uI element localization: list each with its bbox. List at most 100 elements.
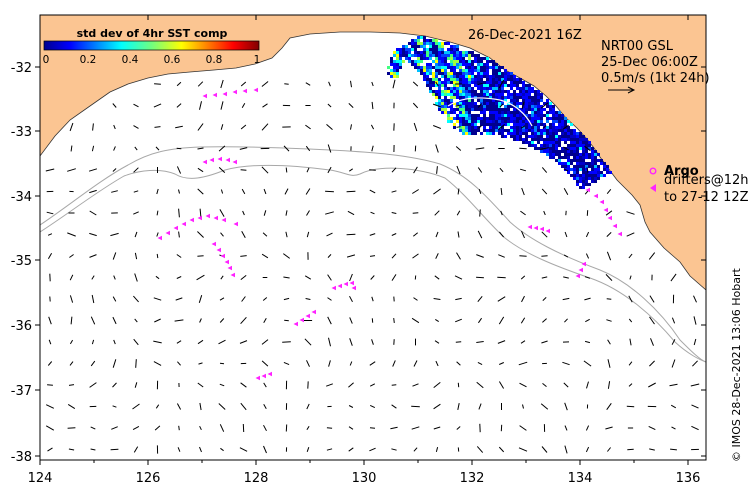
colorbar-title: std dev of 4hr SST comp <box>77 27 228 40</box>
sst-pixel <box>567 156 570 159</box>
current-vector <box>136 359 137 368</box>
current-vector <box>370 428 375 429</box>
sst-pixel <box>531 105 534 108</box>
sst-pixel <box>465 75 468 78</box>
sst-pixel <box>483 102 486 105</box>
sst-pixel <box>444 60 447 63</box>
sst-pixel <box>393 51 396 54</box>
sst-pixel <box>465 84 468 87</box>
sst-pixel <box>576 147 579 150</box>
sst-pixel <box>540 120 543 123</box>
sst-pixel <box>459 96 462 99</box>
sst-pixel <box>453 78 456 81</box>
sst-pixel <box>585 150 588 153</box>
sst-pixel <box>444 90 447 93</box>
product-label: NRT00 GSL <box>601 39 674 54</box>
current-vector <box>154 84 161 85</box>
sst-pixel <box>570 162 573 165</box>
sst-pixel <box>456 72 459 75</box>
sst-pixel <box>513 108 516 111</box>
sst-pixel <box>528 105 531 108</box>
sst-pixel <box>444 108 447 111</box>
sst-pixel <box>423 48 426 51</box>
sst-pixel <box>456 114 459 117</box>
sst-pixel <box>417 60 420 63</box>
sst-pixel <box>579 138 582 141</box>
sst-pixel <box>480 108 483 111</box>
sst-pixel <box>573 132 576 135</box>
sst-pixel <box>513 114 516 117</box>
sst-pixel <box>468 114 471 117</box>
sst-pixel <box>462 87 465 90</box>
sst-pixel <box>396 54 399 57</box>
sst-pixel <box>411 54 414 57</box>
sst-pixel <box>453 90 456 93</box>
sst-pixel <box>570 138 573 141</box>
current-vector <box>413 213 419 214</box>
sst-pixel <box>522 117 525 120</box>
sst-pixel <box>462 102 465 105</box>
sst-pixel <box>489 78 492 81</box>
sst-pixel <box>528 90 531 93</box>
sst-pixel <box>510 72 513 75</box>
sst-pixel <box>486 81 489 84</box>
sst-pixel <box>423 36 426 39</box>
sst-pixel <box>570 150 573 153</box>
sst-pixel <box>453 87 456 90</box>
y-tick-label: -34 <box>11 190 32 205</box>
sst-pixel <box>414 45 417 48</box>
sst-pixel <box>495 102 498 105</box>
sst-pixel <box>432 84 435 87</box>
sst-pixel <box>558 156 561 159</box>
sst-pixel <box>447 72 450 75</box>
sst-pixel <box>606 165 609 168</box>
sst-pixel <box>534 144 537 147</box>
sst-pixel <box>495 66 498 69</box>
sst-pixel <box>534 117 537 120</box>
sst-pixel <box>552 138 555 141</box>
sst-pixel <box>516 102 519 105</box>
sst-pixel <box>468 54 471 57</box>
sst-pixel <box>498 111 501 114</box>
sst-pixel <box>519 129 522 132</box>
sst-pixel <box>543 132 546 135</box>
sst-pixel <box>435 60 438 63</box>
sst-pixel <box>564 165 567 168</box>
sst-pixel <box>513 81 516 84</box>
sst-pixel <box>471 75 474 78</box>
sst-pixel <box>435 54 438 57</box>
sst-pixel <box>591 174 594 177</box>
sst-pixel <box>534 96 537 99</box>
sst-pixel <box>459 87 462 90</box>
sst-pixel <box>492 60 495 63</box>
sst-pixel <box>468 63 471 66</box>
sst-pixel <box>525 141 528 144</box>
sst-pixel <box>504 78 507 81</box>
sst-pixel <box>546 120 549 123</box>
y-tick-label: -32 <box>11 61 32 76</box>
sst-pixel <box>492 93 495 96</box>
sst-pixel <box>465 66 468 69</box>
sst-pixel <box>468 66 471 69</box>
y-tick-label: -38 <box>11 450 32 465</box>
sst-pixel <box>435 45 438 48</box>
sst-pixel <box>513 132 516 135</box>
sst-pixel <box>447 90 450 93</box>
sst-pixel <box>588 141 591 144</box>
sst-pixel <box>465 78 468 81</box>
sst-pixel <box>480 75 483 78</box>
sst-pixel <box>402 48 405 51</box>
sst-pixel <box>555 132 558 135</box>
sst-pixel <box>441 54 444 57</box>
sst-pixel <box>483 84 486 87</box>
sst-pixel <box>408 42 411 45</box>
x-tick-label: 124 <box>28 471 53 486</box>
sst-pixel <box>576 171 579 174</box>
sst-pixel <box>390 63 393 66</box>
sst-pixel <box>489 84 492 87</box>
sst-pixel <box>501 66 504 69</box>
sst-pixel <box>507 111 510 114</box>
sst-pixel <box>555 150 558 153</box>
sst-pixel <box>432 90 435 93</box>
sst-pixel <box>465 54 468 57</box>
